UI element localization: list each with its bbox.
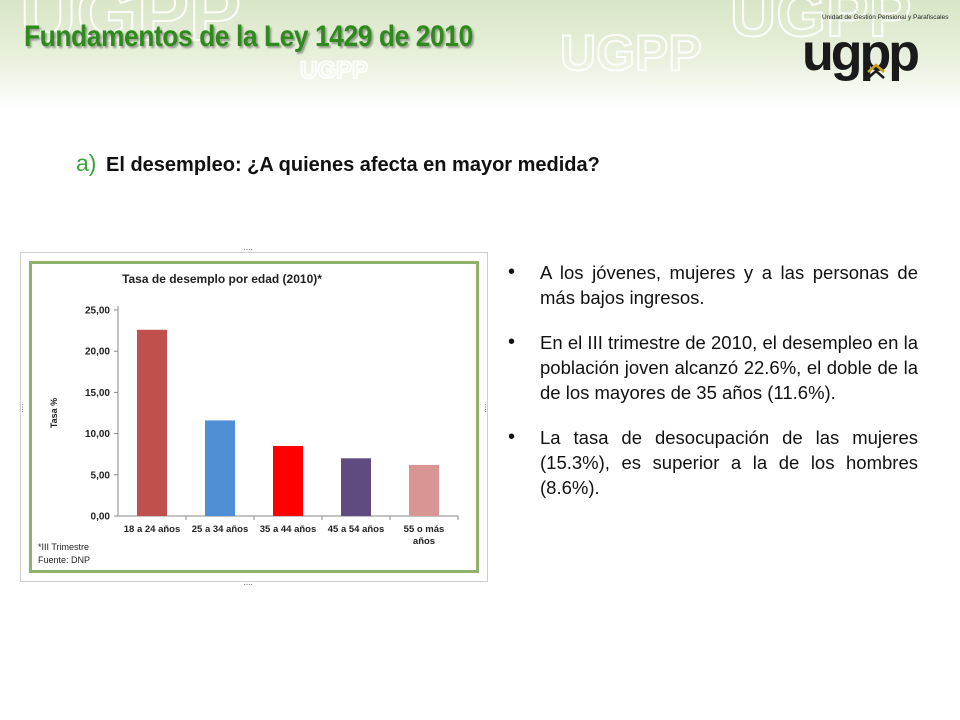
y-tick-label: 25,00	[85, 306, 110, 317]
y-axis-title: Tasa %	[49, 398, 59, 428]
watermark: UGPP UGPP UGPP UGPP	[19, 0, 912, 85]
x-tick-label: 25 a 34 años	[192, 524, 249, 535]
watermark-text: UGPP	[20, 0, 241, 57]
section-subtitle: a) El desempleo: ¿A quienes afecta en ma…	[76, 150, 600, 177]
y-tick-label: 10,00	[85, 429, 110, 440]
watermark-text: UGPP	[560, 25, 702, 81]
bullet-list: • A los jóvenes, mujeres y a las persona…	[508, 260, 918, 520]
x-tick-label: 55 o más años	[404, 524, 445, 547]
watermark-text: UGPP	[730, 0, 911, 50]
resize-handle-bottom[interactable]: ····	[243, 579, 253, 590]
bar	[205, 420, 235, 516]
header-band: UGPP UGPP UGPP UGPP Fundamentos de la Le…	[0, 0, 960, 110]
bullet-item: • A los jóvenes, mujeres y a las persona…	[508, 260, 918, 310]
logo-caption: Unidad de Gestión Pensional y Parafiscal…	[822, 14, 949, 21]
ugpp-logo: Unidad de Gestión Pensional y Parafiscal…	[800, 12, 950, 82]
chart-frame: ···· ···· ···· ···· Tasa de desemplo por…	[17, 244, 491, 590]
bullet-dot: •	[508, 331, 516, 353]
resize-handle-right[interactable]: ····	[480, 403, 491, 413]
bullet-text: En el III trimestre de 2010, el desemple…	[540, 332, 918, 403]
x-tick-label: 35 a 44 años	[260, 524, 317, 535]
y-tick-label: 20,00	[85, 347, 110, 358]
y-tick-label: 15,00	[85, 388, 110, 399]
bar	[341, 458, 371, 516]
bullet-dot: •	[508, 261, 516, 283]
subtitle-letter: a)	[76, 150, 97, 176]
y-tick-label: 0,00	[91, 512, 111, 523]
page-title: Fundamentos de la Ley 1429 de 2010	[24, 20, 473, 53]
bar-chart: Tasa de desemplo por edad (2010)* 0,00 5,…	[29, 261, 479, 573]
chart-note-source: Fuente: DNP	[38, 555, 91, 565]
bullet-text: A los jóvenes, mujeres y a las personas …	[540, 262, 918, 308]
resize-handle-top[interactable]: ····	[243, 244, 253, 255]
logo-chevron-icon	[867, 63, 885, 73]
chart-title: Tasa de desemplo por edad (2010)*	[122, 272, 322, 286]
bullet-dot: •	[508, 426, 516, 448]
bullet-item: • La tasa de desocupación de las mujeres…	[508, 425, 918, 500]
chart-note-trimestre: *III Trimestre	[38, 542, 90, 552]
bar	[273, 445, 303, 516]
y-tick-label: 5,00	[91, 470, 111, 481]
x-tick-label: 18 a 24 años	[124, 524, 181, 535]
chart-plot: 0,00 5,00 10,00 15,00 20,00 25,00 Tasa % 18 a 2…	[49, 306, 459, 547]
resize-handle-left[interactable]: ····	[17, 403, 28, 413]
x-tick-label: 45 a 54 años	[328, 524, 385, 535]
logo-wordmark: ugpp	[802, 24, 918, 82]
logo-chevron-icon	[867, 69, 885, 79]
bullet-text: La tasa de desocupación de las mujeres (…	[540, 427, 918, 498]
logo-wordmark-graphic: ugpp	[802, 24, 921, 82]
subtitle-text: El desempleo: ¿A quienes afecta en mayor…	[106, 154, 600, 176]
watermark-text: UGPP	[300, 57, 368, 84]
bar	[409, 464, 439, 516]
bar	[137, 329, 167, 516]
bullet-item: • En el III trimestre de 2010, el desemp…	[508, 330, 918, 405]
